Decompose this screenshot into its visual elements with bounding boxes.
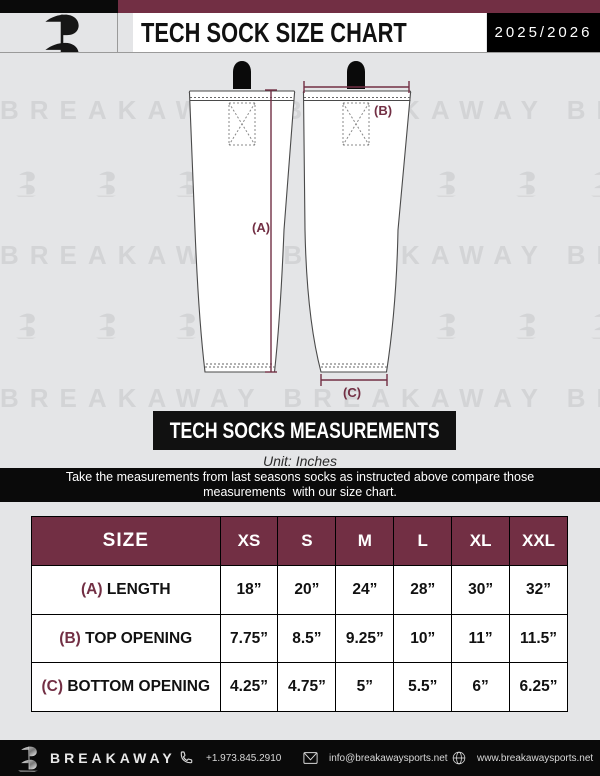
svg-text:(C): (C) bbox=[343, 385, 361, 400]
svg-text:(B): (B) bbox=[374, 103, 392, 118]
svg-text:(A): (A) bbox=[252, 220, 270, 235]
